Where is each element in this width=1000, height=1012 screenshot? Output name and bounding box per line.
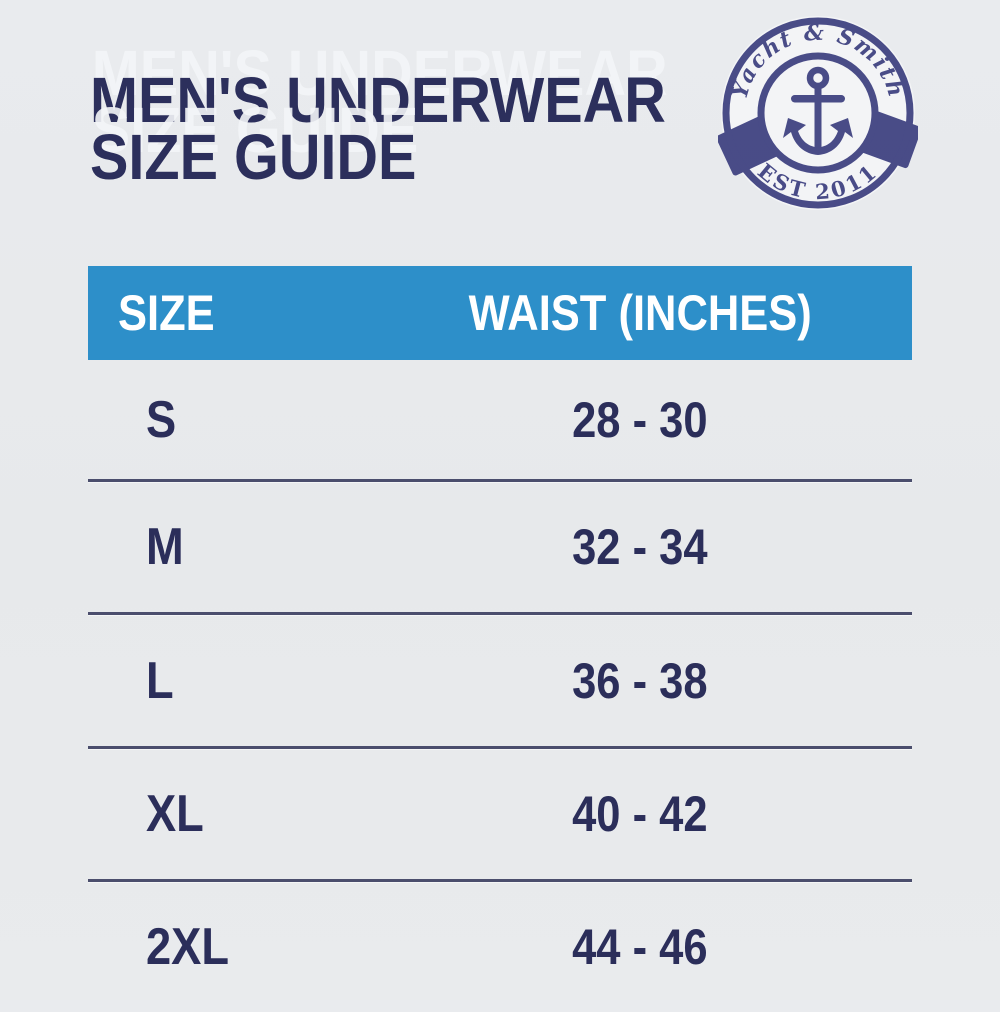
brand-stamp-logo: Yacht & Smith EST 2011	[718, 16, 918, 210]
anchor-icon	[783, 66, 853, 155]
table-row-s: S 28 - 30	[88, 360, 912, 482]
size-value: 2XL	[146, 918, 229, 976]
waist-value: 36 - 38	[572, 652, 708, 709]
size-value: S	[146, 390, 177, 449]
stamp-outer-ring	[722, 17, 914, 209]
size-value: XL	[146, 785, 204, 843]
waist-value: 44 - 46	[572, 919, 708, 975]
table-row-m: M 32 - 34	[88, 482, 912, 615]
size-guide-table: SIZE WAIST (INCHES) S 28 - 30 M 32 - 34 …	[88, 266, 912, 1012]
waist-value: 40 - 42	[572, 786, 708, 842]
table-row-2xl: 2XL 44 - 46	[88, 882, 912, 1012]
page-title: MEN'S UNDERWEAR SIZE GUIDE	[90, 64, 730, 193]
waist-value: 28 - 30	[572, 391, 708, 448]
size-value: L	[146, 651, 174, 710]
page-title-line2: SIZE GUIDE	[90, 121, 417, 193]
table-header-row: SIZE WAIST (INCHES)	[88, 266, 912, 360]
table-row-l: L 36 - 38	[88, 615, 912, 749]
table-row-xl: XL 40 - 42	[88, 749, 912, 882]
column-header-waist: WAIST (INCHES)	[468, 285, 812, 341]
column-header-size: SIZE	[118, 285, 215, 341]
size-value: M	[146, 518, 184, 576]
waist-value: 32 - 34	[572, 519, 708, 575]
page-title-line1: MEN'S UNDERWEAR	[90, 64, 666, 136]
